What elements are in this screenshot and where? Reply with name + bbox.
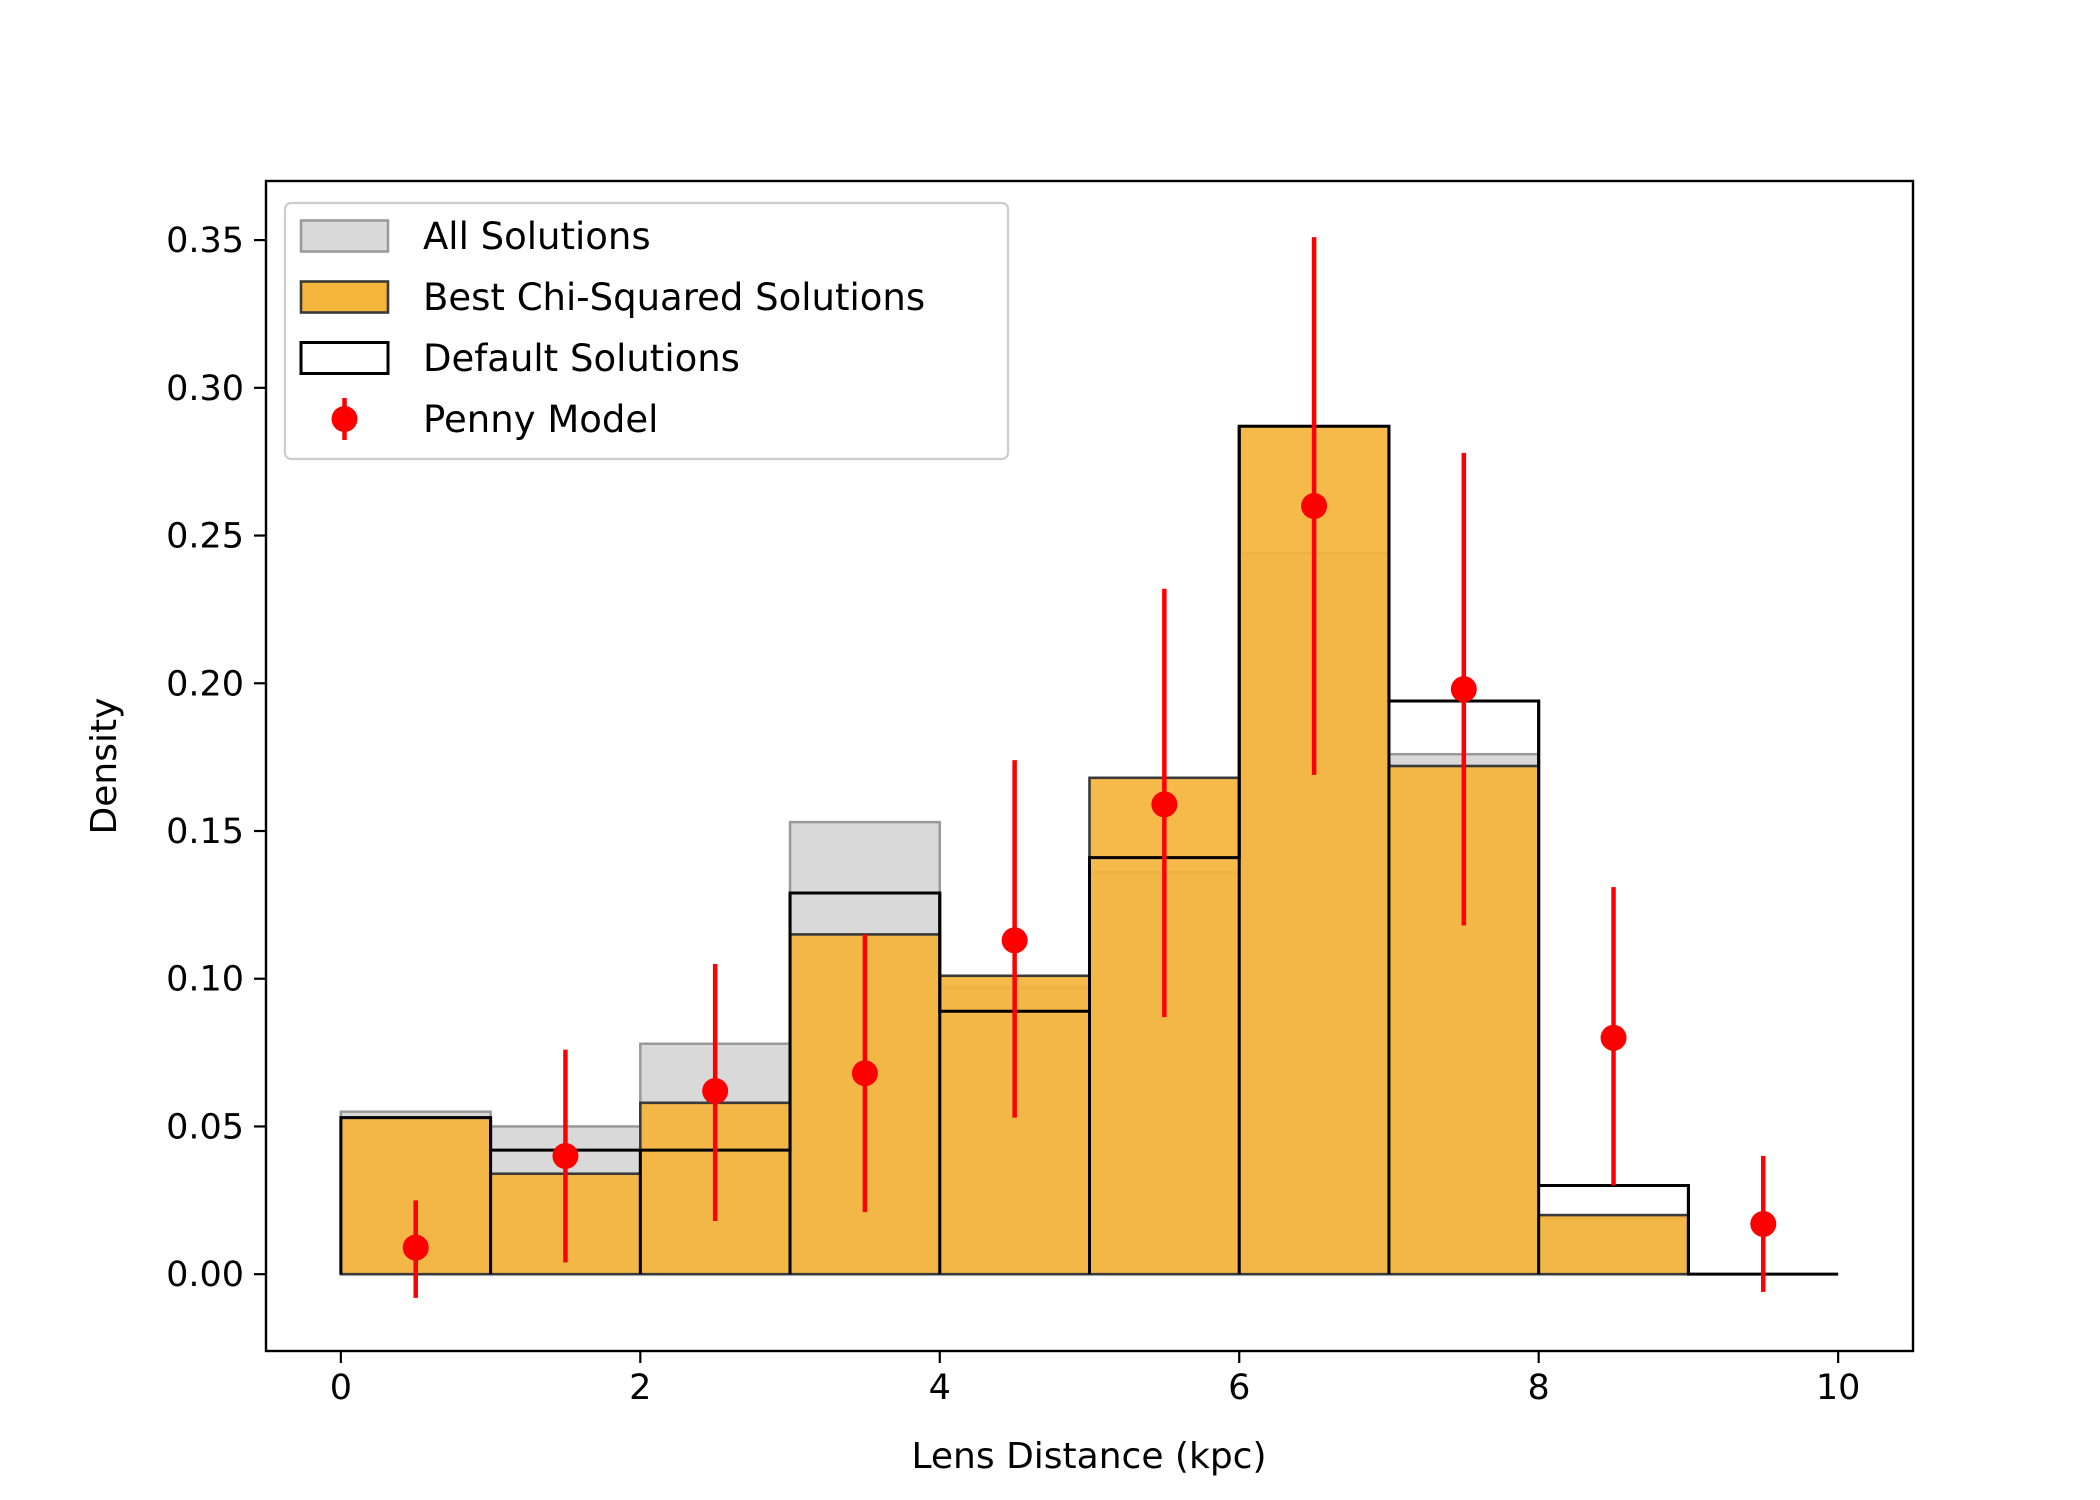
x-tick-label-2: 4 bbox=[929, 1368, 951, 1408]
penny-model-point-5 bbox=[1151, 791, 1178, 818]
x-axis-label: Lens Distance (kpc) bbox=[911, 1436, 1266, 1477]
legend-label-penny-model: Penny Model bbox=[423, 398, 658, 441]
legend-label-all-solutions: All Solutions bbox=[423, 215, 651, 258]
legend-handle-penny-point bbox=[331, 406, 358, 432]
y-tick-label-2: 0.10 bbox=[166, 960, 244, 1000]
y-tick-label-1: 0.05 bbox=[166, 1107, 244, 1147]
x-tick-label-0: 0 bbox=[330, 1368, 352, 1408]
penny-model-point-8 bbox=[1600, 1024, 1627, 1051]
y-tick-label-7: 0.35 bbox=[166, 221, 244, 261]
legend-handle-best-chi-squared bbox=[299, 280, 390, 314]
x-tick-label-3: 6 bbox=[1228, 1368, 1250, 1408]
y-axis-label: Density bbox=[84, 698, 125, 835]
penny-model-point-1 bbox=[552, 1143, 579, 1169]
penny-model-point-4 bbox=[1001, 927, 1028, 954]
x-tick-label-4: 8 bbox=[1528, 1368, 1550, 1408]
penny-model-point-3 bbox=[851, 1060, 878, 1087]
x-tick-label-5: 10 bbox=[1816, 1368, 1861, 1408]
axes-frame bbox=[264, 179, 1915, 1353]
y-tick-label-6: 0.30 bbox=[166, 369, 244, 409]
x-tick-label-1: 2 bbox=[629, 1368, 651, 1408]
best-chi-squared-bar-8 bbox=[1537, 1213, 1690, 1276]
legend-box bbox=[283, 201, 1010, 461]
y-tick-label-5: 0.25 bbox=[166, 517, 244, 557]
penny-model-point-7 bbox=[1450, 676, 1477, 703]
legend-handle-default-solutions bbox=[299, 341, 390, 375]
y-tick-label-4: 0.20 bbox=[166, 664, 244, 704]
y-tick-label-3: 0.15 bbox=[166, 812, 244, 852]
penny-model-point-2 bbox=[702, 1078, 729, 1104]
penny-model-point-0 bbox=[402, 1234, 429, 1261]
legend-handle-all-solutions bbox=[299, 219, 390, 253]
plot-area bbox=[339, 237, 1839, 1298]
penny-model-point-6 bbox=[1301, 493, 1328, 519]
legend-label-best-chi-squared: Best Chi-Squared Solutions bbox=[423, 276, 925, 319]
y-tick-label-0: 0.00 bbox=[166, 1255, 244, 1295]
axis-ticks: 0 2 4 6 8 10 0.00 0.05 0.10 0.15 0.20 0.25 0.30 0.35 bbox=[166, 221, 1860, 1408]
legend: All Solutions Best Chi-Squared Solutions D… bbox=[283, 201, 1010, 461]
legend-label-default-solutions: Default Solutions bbox=[423, 337, 740, 380]
penny-model-point-9 bbox=[1750, 1210, 1777, 1237]
